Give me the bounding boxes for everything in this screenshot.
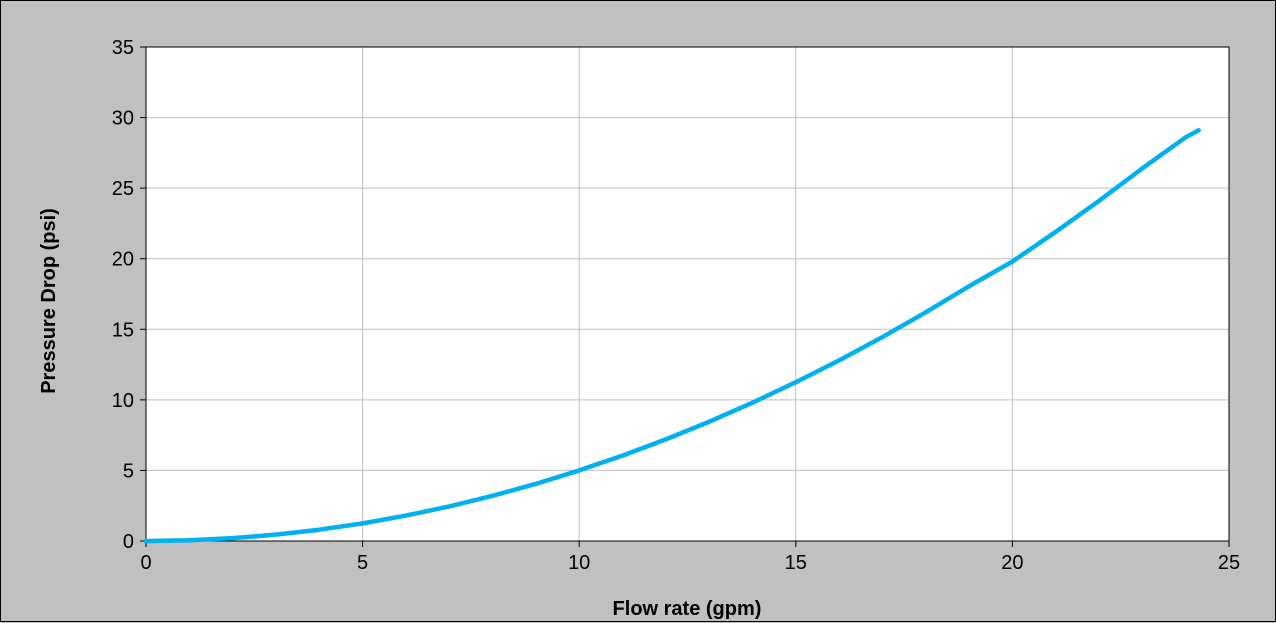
series-layer (143, 128, 1201, 544)
x-tick-label: 10 (568, 552, 590, 574)
y-tick-label: 20 (112, 249, 134, 271)
series-line (143, 128, 1201, 544)
y-tick-label: 10 (112, 390, 134, 412)
y-tick-label: 35 (112, 37, 134, 59)
y-axis-title: Pressure Drop (psi) (38, 208, 60, 394)
y-tick-label: 5 (123, 460, 134, 482)
x-axis-title: Flow rate (gpm) (613, 598, 762, 620)
x-tick-label: 5 (357, 552, 368, 574)
y-tick-label: 0 (123, 531, 134, 553)
x-tick-label: 20 (1001, 552, 1023, 574)
gridlines (146, 47, 1229, 541)
y-tick-label: 15 (112, 319, 134, 341)
x-tick-label: 25 (1218, 552, 1240, 574)
x-axis-ticks: 0 5 10 15 20 25 (140, 541, 1240, 574)
x-tick-label: 15 (785, 552, 807, 574)
y-tick-label: 30 (112, 108, 134, 130)
plot-area (145, 46, 1230, 542)
y-tick-label: 25 (112, 178, 134, 200)
y-axis-ticks: 0 5 10 15 20 25 30 35 (112, 37, 146, 553)
plot-border (145, 46, 1230, 542)
x-tick-label: 0 (140, 552, 151, 574)
